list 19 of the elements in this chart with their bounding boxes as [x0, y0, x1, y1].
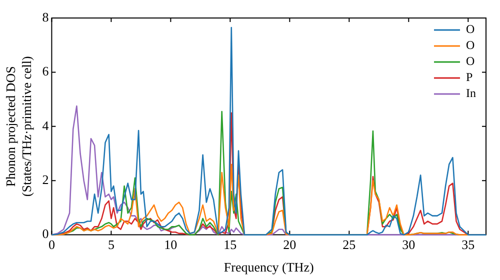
- legend-label: O: [466, 38, 476, 52]
- y-tick-label: 6: [42, 64, 50, 79]
- x-tick-label: 20: [283, 237, 296, 252]
- x-tick-label: 25: [342, 237, 356, 252]
- y-tick-label: 8: [42, 9, 49, 24]
- x-tick-label: 15: [224, 237, 237, 252]
- y-tick-label: 2: [42, 172, 49, 188]
- legend-label: In: [466, 86, 476, 100]
- legend-label: P: [466, 70, 474, 84]
- y-axis-title: Phonon projected DOS (States/THz·primitive cell): [3, 56, 34, 197]
- y-tick-label: 4: [42, 118, 50, 133]
- x-axis-title: Frequency (THz): [224, 260, 314, 275]
- x-tick-label: 5: [108, 237, 114, 252]
- legend-label: O: [466, 22, 476, 36]
- x-tick-label: 30: [402, 237, 416, 252]
- x-tick-label: 35: [462, 237, 475, 252]
- x-tick-label: 10: [164, 237, 178, 252]
- legend-label: O: [466, 54, 476, 68]
- y-tick-label: 0: [42, 226, 49, 242]
